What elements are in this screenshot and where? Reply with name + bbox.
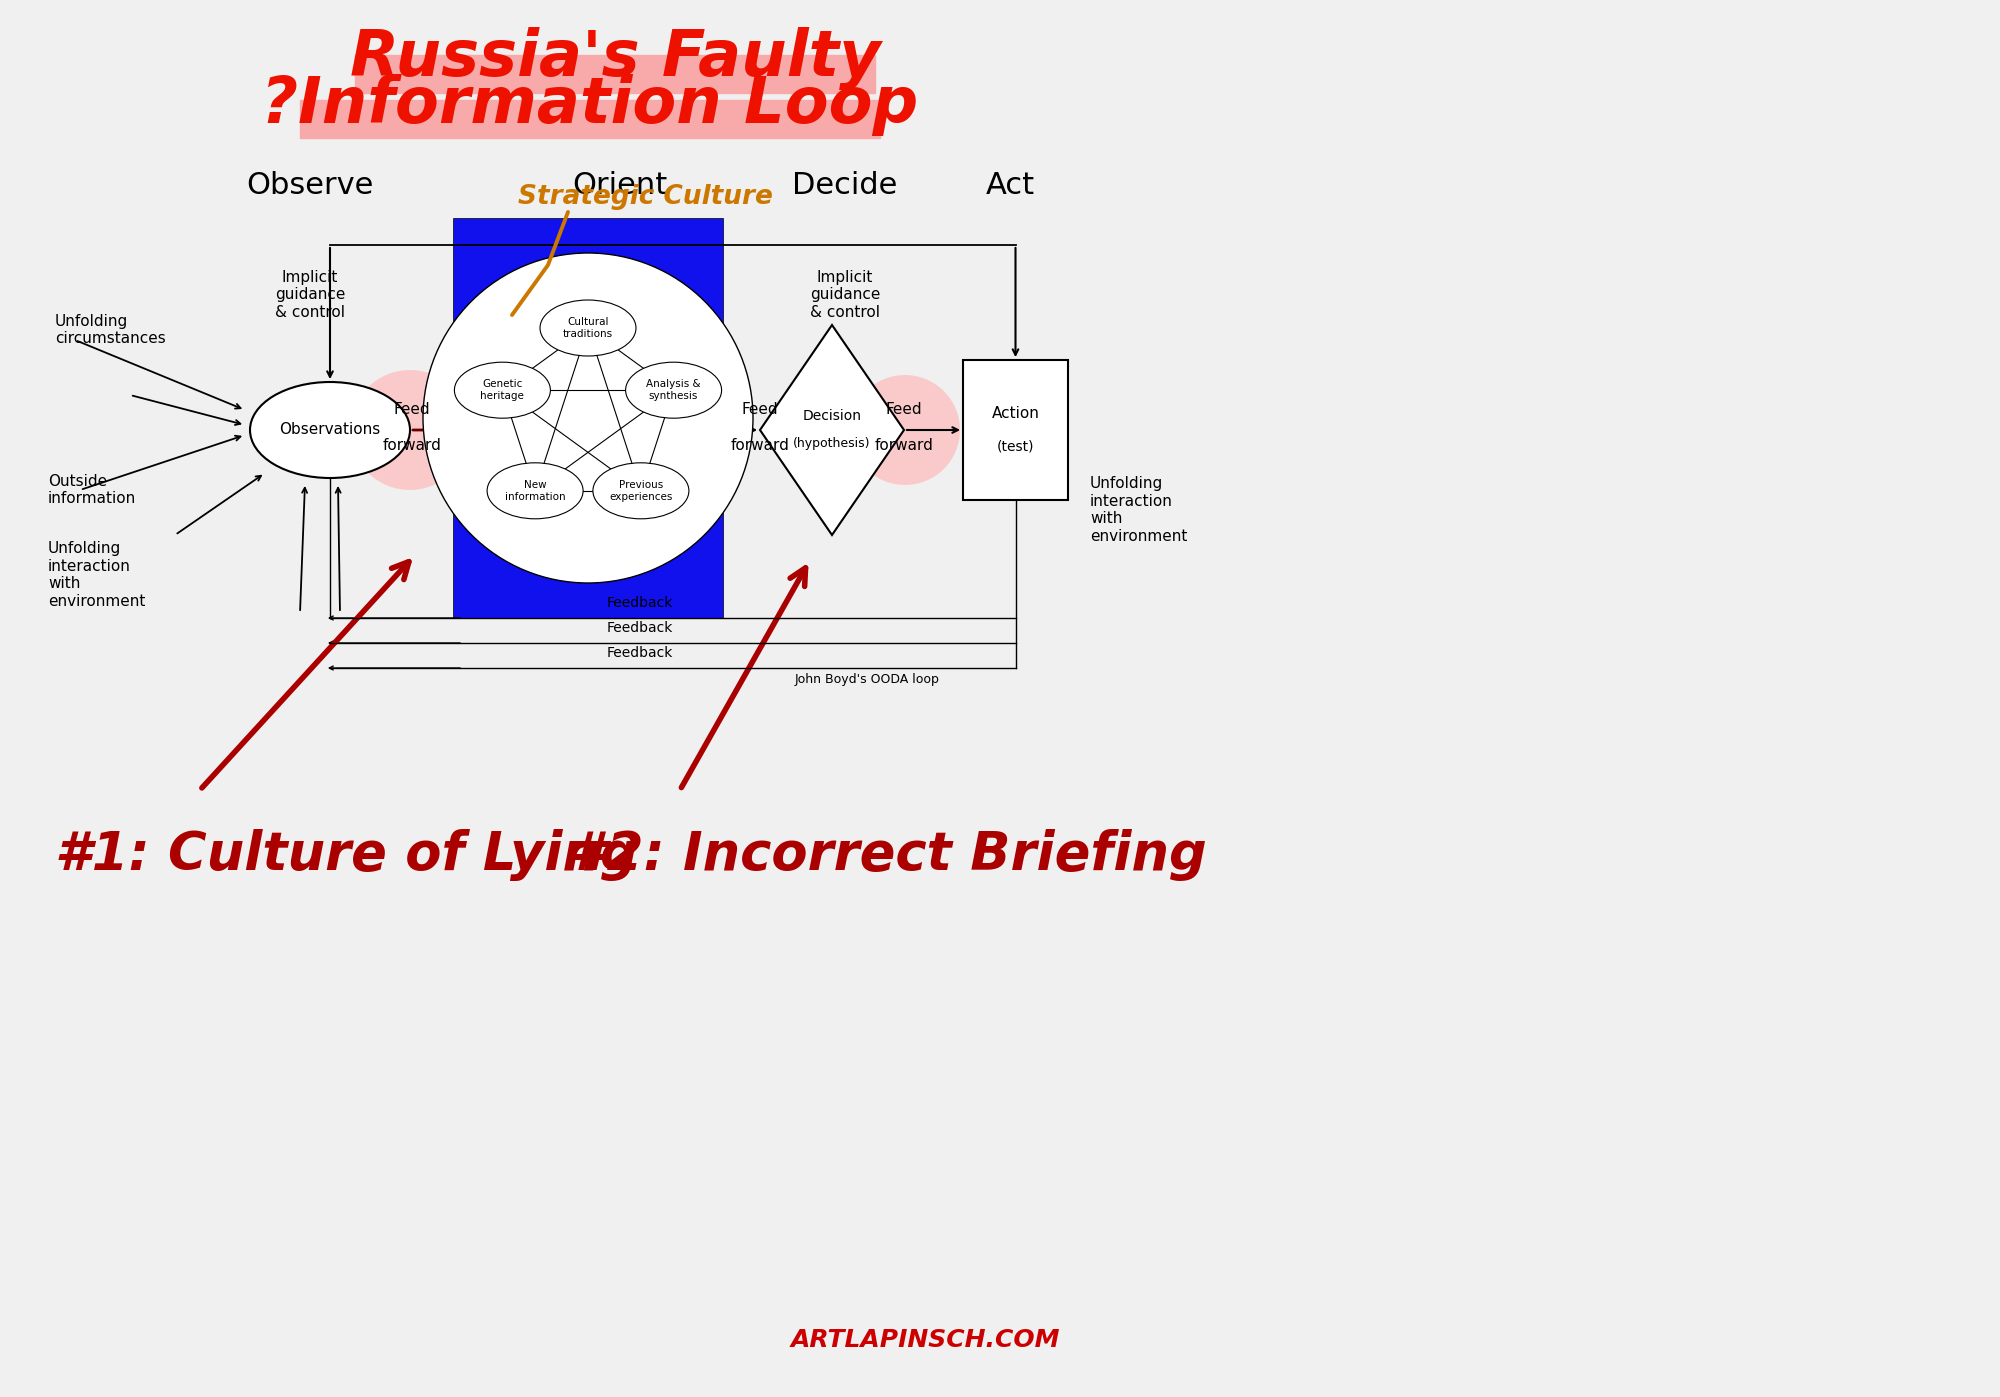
Text: Strategic Culture: Strategic Culture [518, 184, 772, 210]
Text: John Boyd's OODA loop: John Boyd's OODA loop [796, 673, 940, 686]
Ellipse shape [454, 362, 550, 418]
Text: Analysis &
synthesis: Analysis & synthesis [646, 380, 700, 401]
Text: Cultural
traditions: Cultural traditions [562, 317, 614, 339]
Text: Orient: Orient [572, 170, 668, 200]
Ellipse shape [592, 462, 688, 518]
Bar [452, 218, 724, 617]
Bar [964, 360, 1068, 500]
Text: Feedback: Feedback [606, 622, 674, 636]
Text: Unfolding
circumstances: Unfolding circumstances [56, 314, 166, 346]
Bar [300, 101, 880, 138]
Text: ARTLAPINSCH.COM: ARTLAPINSCH.COM [790, 1329, 1060, 1352]
Text: (hypothesis): (hypothesis) [794, 437, 870, 450]
Text: Feed: Feed [886, 402, 922, 418]
Text: Action: Action [992, 407, 1040, 422]
Text: Implicit
guidance
& control: Implicit guidance & control [810, 270, 880, 320]
Ellipse shape [850, 374, 960, 485]
Text: Decision: Decision [802, 409, 862, 423]
Text: Feedback: Feedback [606, 645, 674, 659]
Ellipse shape [540, 300, 636, 356]
Text: Act: Act [986, 170, 1034, 200]
Text: Implicit
guidance
& control: Implicit guidance & control [274, 270, 346, 320]
Circle shape [424, 253, 752, 583]
Text: ?Information Loop: ?Information Loop [262, 74, 918, 136]
Text: #2: Incorrect Briefing: #2: Incorrect Briefing [570, 828, 1206, 882]
Text: Observations: Observations [280, 422, 380, 437]
Text: Feed: Feed [742, 402, 778, 418]
Text: Outside
information: Outside information [48, 474, 136, 506]
Ellipse shape [626, 362, 722, 418]
Text: Feedback: Feedback [606, 597, 674, 610]
Text: Unfolding
interaction
with
environment: Unfolding interaction with environment [48, 542, 146, 609]
Text: forward: forward [730, 437, 790, 453]
Bar [356, 54, 876, 94]
Polygon shape [760, 326, 904, 535]
Text: Observe: Observe [246, 170, 374, 200]
Text: #1: Culture of Lying: #1: Culture of Lying [56, 828, 638, 882]
Text: Unfolding
interaction
with
environment: Unfolding interaction with environment [1090, 476, 1188, 543]
Ellipse shape [250, 381, 410, 478]
Text: Previous
experiences: Previous experiences [610, 481, 672, 502]
Text: Decide: Decide [792, 170, 898, 200]
Text: Genetic
heritage: Genetic heritage [480, 380, 524, 401]
Ellipse shape [488, 462, 584, 518]
Text: forward: forward [382, 437, 442, 453]
Text: Russia's Faulty: Russia's Faulty [350, 27, 880, 89]
Text: New
information: New information [504, 481, 566, 502]
Ellipse shape [350, 370, 470, 490]
Text: Feed: Feed [394, 402, 430, 418]
Text: (test): (test) [996, 439, 1034, 453]
Text: forward: forward [874, 437, 934, 453]
